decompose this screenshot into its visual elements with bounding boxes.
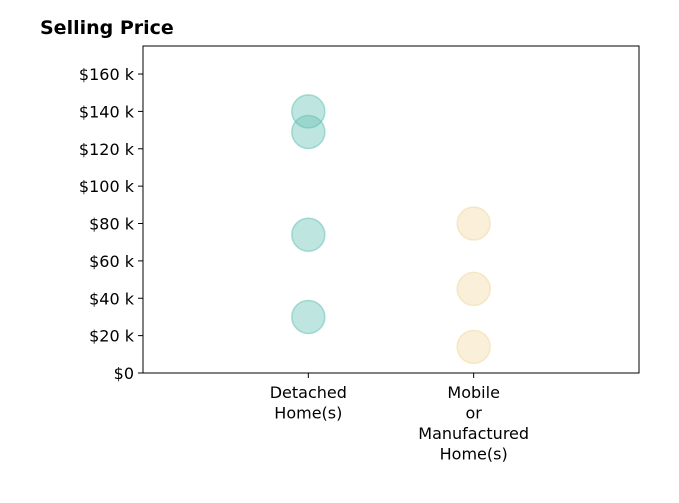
- point: [456, 206, 491, 241]
- y-tick-label: $100 k: [79, 177, 135, 196]
- point: [291, 114, 326, 150]
- y-tick-label: $60 k: [89, 252, 135, 271]
- chart-title: Selling Price: [40, 17, 174, 39]
- plot-frame: [142, 45, 640, 374]
- y-tick-label: $160 k: [79, 65, 135, 84]
- y-tick-label: $20 k: [89, 327, 135, 346]
- x-tick-label: Detached Home(s): [270, 383, 347, 423]
- point: [291, 299, 326, 335]
- y-tick-label: $0: [114, 364, 134, 383]
- y-tick-label: $140 k: [79, 102, 135, 121]
- y-tick-label: $120 k: [79, 140, 135, 159]
- y-tick-label: $80 k: [89, 215, 135, 234]
- point: [456, 271, 491, 307]
- point: [456, 329, 491, 365]
- y-tick-label: $40 k: [89, 289, 135, 308]
- x-tick-label: Mobile or Manufactured Home(s): [418, 383, 529, 464]
- point: [291, 217, 326, 252]
- point: [291, 94, 326, 129]
